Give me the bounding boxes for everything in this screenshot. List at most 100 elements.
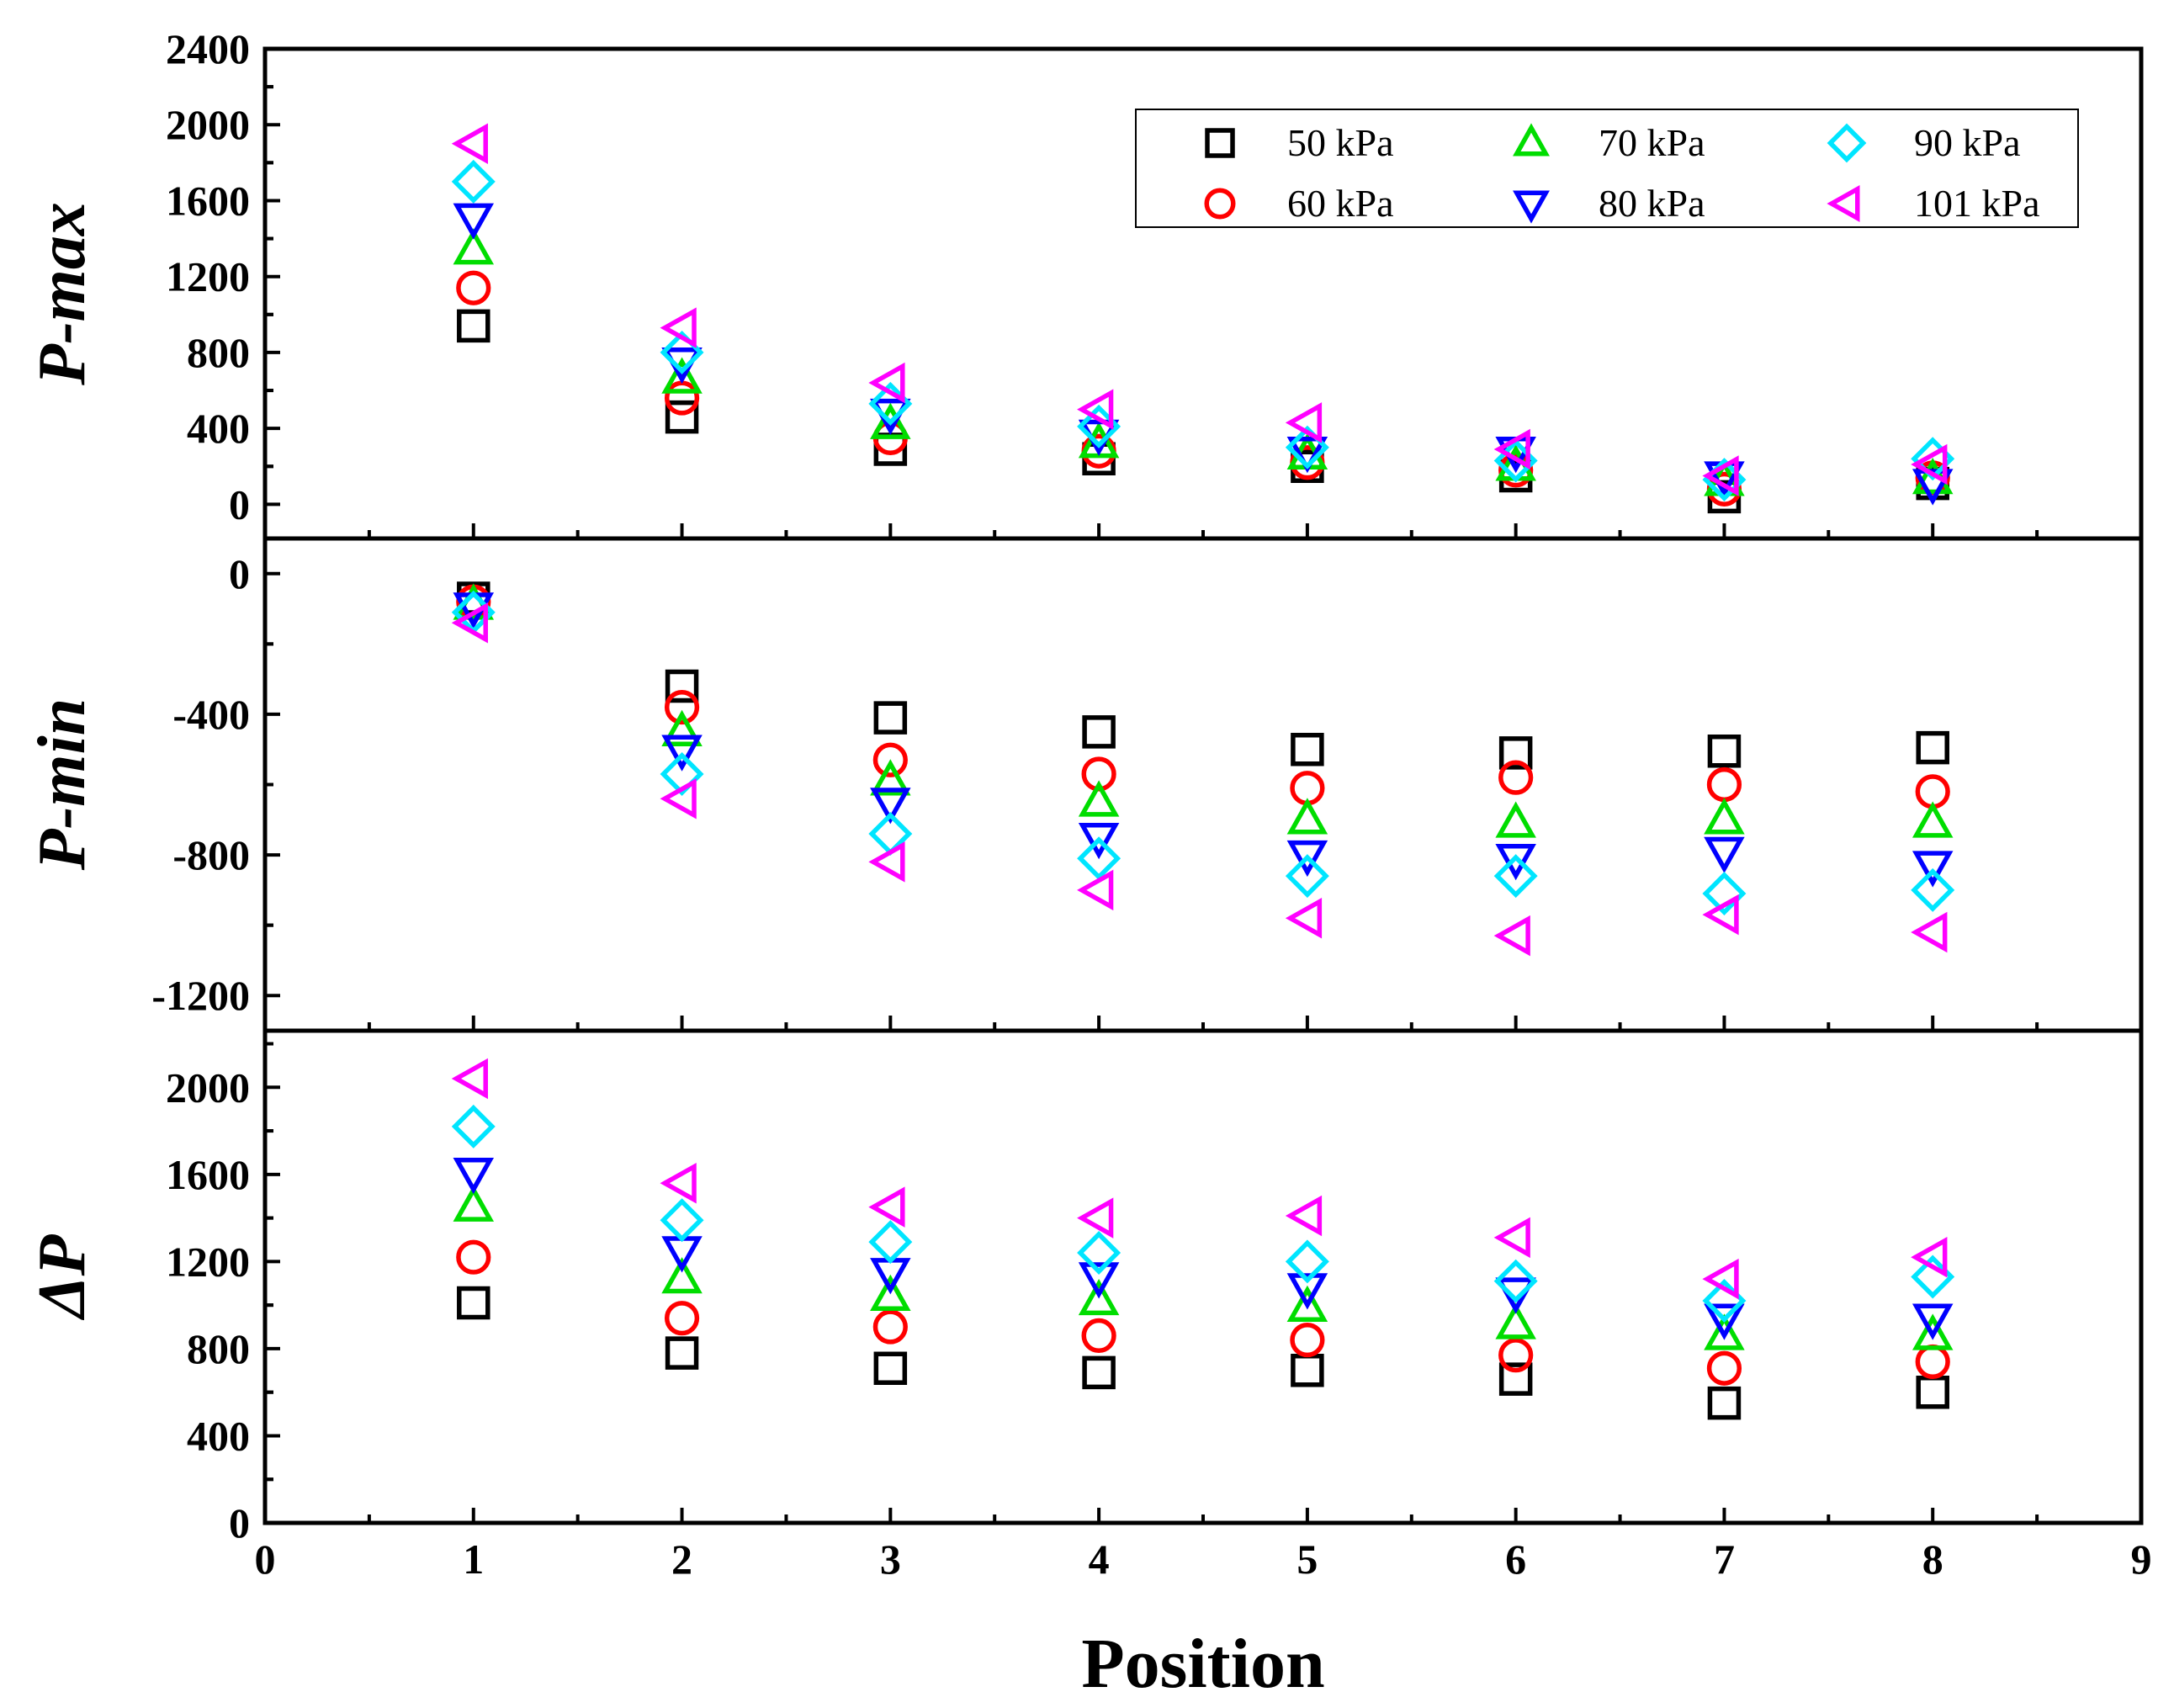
data-point (1495, 801, 1536, 838)
series-80-kpa (453, 1158, 1954, 1340)
data-point (661, 1257, 703, 1294)
legend-label: 70 kPa (1599, 121, 1705, 164)
data-point (1916, 730, 1949, 765)
y-tick-label: 2400 (166, 25, 250, 72)
data-point (1078, 1262, 1120, 1299)
legend-label: 50 kPa (1287, 121, 1394, 164)
data-point (664, 380, 700, 416)
data-point (868, 1186, 905, 1228)
data-point (1493, 854, 1538, 899)
data-point (451, 602, 488, 644)
legend-marker (1513, 123, 1550, 156)
data-point (451, 1104, 496, 1148)
series-60-kpa (456, 270, 1950, 507)
data-point (664, 689, 700, 725)
x-tick-label: 7 (1714, 1536, 1735, 1583)
series-60-kpa (456, 584, 1950, 809)
data-point (873, 1351, 908, 1385)
data-point (453, 203, 495, 240)
panel-3: 0 400 800 1200 1600 2000 ΔP (25, 1028, 2144, 1546)
data-point (1704, 798, 1745, 835)
data-point (1077, 869, 1114, 911)
data-point (661, 709, 703, 747)
data-point (660, 1162, 697, 1204)
legend-entry-50-kpa: 50 kPa (1205, 121, 1394, 164)
data-point (1493, 915, 1530, 957)
data-point (1707, 735, 1742, 768)
data-point (1286, 1273, 1328, 1310)
data-point (453, 1185, 495, 1222)
data-point (870, 1274, 911, 1311)
data-point (1077, 1231, 1121, 1276)
legend-entry-101-kpa: 101 kPa (1827, 182, 2040, 225)
legend-marker (1827, 185, 1860, 222)
data-point (451, 1058, 488, 1100)
data-point (1077, 389, 1114, 430)
data-point (457, 309, 490, 343)
data-point (660, 1198, 704, 1243)
data-point (453, 1158, 495, 1195)
data-point (1911, 867, 1955, 912)
legend-marker (1205, 128, 1235, 158)
data-point (665, 1336, 699, 1370)
legend-box (1135, 109, 2079, 228)
data-point (1498, 453, 1534, 488)
data-point (868, 841, 905, 883)
series-80-kpa (453, 592, 1954, 888)
y-tick-label: 1600 (166, 177, 250, 224)
data-point (1078, 780, 1120, 817)
data-point (1704, 1313, 1745, 1350)
legend-marker (1827, 123, 1867, 163)
data-point (1706, 1350, 1742, 1386)
data-point (1286, 798, 1328, 835)
y-tick-label: 0 (229, 1499, 250, 1546)
y-tick-label: 2000 (166, 1064, 250, 1111)
data-point (1707, 1386, 1742, 1420)
panel-frame (262, 536, 2144, 1033)
data-point (870, 788, 911, 825)
data-point (1704, 836, 1745, 873)
data-point (456, 1239, 491, 1275)
data-point (661, 735, 703, 772)
legend-entry-70-kpa: 70 kPa (1513, 121, 1705, 164)
x-tick-label: 8 (1922, 1536, 1943, 1583)
y-tick-label: 400 (187, 1412, 250, 1459)
data-point (1916, 1375, 1949, 1409)
x-tick-label: 9 (2131, 1536, 2152, 1583)
data-point (1912, 851, 1954, 888)
data-point (451, 123, 488, 165)
panel-1: 0 400 800 1200 1600 2000 2400 P-max (25, 25, 2144, 541)
y-tick-label: 800 (187, 1325, 250, 1372)
x-tick-label: 6 (1505, 1536, 1526, 1583)
data-point (1285, 854, 1329, 899)
data-point (1911, 1236, 1948, 1278)
series-101-kpa (451, 602, 1948, 957)
y-tick-label: -800 (172, 831, 250, 878)
data-point (1081, 1318, 1116, 1353)
y-tick-label: 0 (229, 550, 250, 597)
data-point (1286, 437, 1328, 474)
x-axis-title: Position (1081, 1625, 1324, 1703)
legend-label: 101 kPa (1914, 182, 2040, 225)
series-101-kpa (451, 1058, 1948, 1300)
y-tick-label: 1200 (166, 253, 250, 300)
y-axis-title: ΔP (25, 1233, 99, 1320)
data-point (665, 400, 699, 434)
series-101-kpa (451, 123, 1948, 496)
data-point (1285, 898, 1323, 939)
data-point (1498, 760, 1534, 795)
data-point (1702, 872, 1747, 916)
data-point (457, 1286, 490, 1320)
data-point (1285, 1239, 1329, 1284)
data-point (1704, 1303, 1745, 1340)
data-point (1493, 428, 1530, 470)
x-tick-label: 3 (880, 1536, 901, 1583)
y-tick-label: 800 (187, 329, 250, 376)
data-point (1082, 715, 1116, 749)
data-point (661, 357, 703, 394)
data-point (1495, 1277, 1536, 1314)
series-60-kpa (456, 1239, 1950, 1386)
legend-marker (1513, 190, 1550, 224)
data-point (1291, 1354, 1324, 1387)
data-point (1493, 1259, 1538, 1303)
